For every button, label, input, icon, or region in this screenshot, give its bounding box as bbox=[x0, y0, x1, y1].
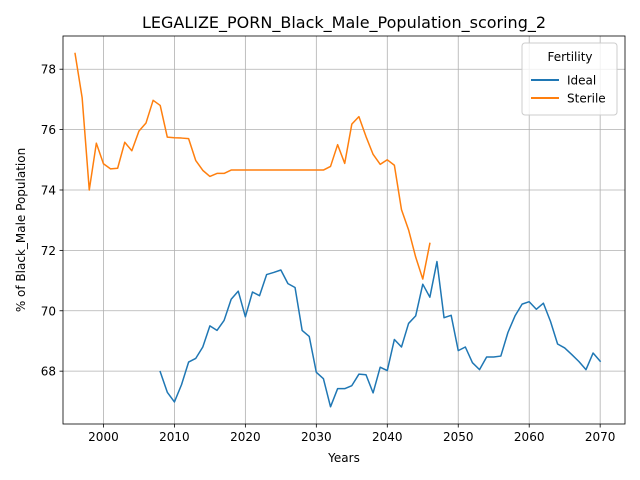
y-axis-ticks: 68 70 72 74 76 78 bbox=[41, 63, 63, 379]
y-tick-label: 74 bbox=[41, 183, 56, 197]
plot-series bbox=[74, 52, 602, 408]
x-axis-ticks: 2000 2010 2020 2030 2040 2050 2060 2070 bbox=[88, 424, 615, 444]
x-tick-label: 2010 bbox=[159, 430, 190, 444]
y-tick-label: 68 bbox=[41, 365, 56, 379]
x-tick-label: 2050 bbox=[443, 430, 474, 444]
x-tick-label: 2060 bbox=[514, 430, 545, 444]
legend: Fertility Ideal Sterile bbox=[521, 42, 618, 116]
x-tick-label: 2000 bbox=[88, 430, 119, 444]
x-tick-label: 2020 bbox=[230, 430, 261, 444]
legend-label-sterile: Sterile bbox=[567, 92, 606, 106]
series-line-sterile bbox=[74, 52, 431, 280]
x-tick-label: 2040 bbox=[372, 430, 403, 444]
series-line-ideal bbox=[159, 260, 602, 408]
legend-label-ideal: Ideal bbox=[567, 74, 596, 88]
x-axis-label: Years bbox=[327, 451, 360, 465]
y-tick-label: 72 bbox=[41, 244, 56, 258]
y-tick-label: 78 bbox=[41, 63, 56, 77]
axes-frame bbox=[62, 35, 626, 425]
y-tick-label: 70 bbox=[41, 304, 56, 318]
legend-title: Fertility bbox=[547, 50, 592, 64]
y-axis-label: % of Black_Male Population bbox=[14, 148, 28, 312]
chart-title: LEGALIZE_PORN_Black_Male_Population_scor… bbox=[142, 13, 546, 33]
x-tick-label: 2030 bbox=[301, 430, 332, 444]
y-tick-label: 76 bbox=[41, 123, 56, 137]
x-tick-label: 2070 bbox=[585, 430, 616, 444]
